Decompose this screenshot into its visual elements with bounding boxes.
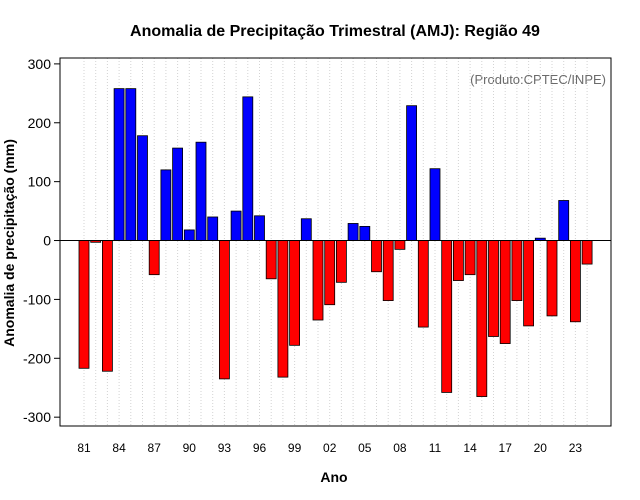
bar-2018: [511, 240, 523, 301]
bar-2016: [488, 240, 499, 337]
bar-1985: [125, 88, 137, 241]
x-tick-label: 99: [288, 441, 302, 455]
bar-1988: [160, 169, 172, 241]
y-tick-label: 200: [28, 115, 52, 131]
x-tick-label: 90: [183, 441, 197, 455]
bar-2006: [371, 240, 382, 273]
bar-1999: [289, 240, 301, 346]
x-tick-label: 93: [218, 441, 232, 455]
bar-1987: [148, 240, 160, 276]
y-tick-label: 0: [43, 233, 51, 249]
x-tick-label: 08: [393, 441, 407, 455]
x-tick-label: 11: [429, 441, 442, 455]
bar-2003: [335, 240, 347, 283]
bar-2021: [546, 240, 558, 317]
x-tick-label: 84: [112, 441, 126, 455]
x-tick-label: 20: [534, 441, 548, 455]
bar-2008: [394, 240, 406, 250]
y-tick-label: -300: [23, 409, 51, 425]
bar-1983: [102, 240, 113, 372]
bar-1993: [218, 240, 230, 380]
chart-credit: (Produto:CPTEC/INPE): [470, 72, 606, 87]
bar-2024: [581, 240, 593, 265]
y-tick-label: -100: [23, 291, 51, 307]
x-tick-label: 81: [77, 441, 91, 455]
bar-2011: [429, 168, 441, 241]
bar-1981: [78, 240, 90, 369]
plot-frame: [59, 57, 612, 427]
bar-1989: [172, 147, 184, 241]
bar-1995: [242, 96, 254, 241]
bar-2000: [300, 218, 312, 241]
y-tick-label: 100: [28, 174, 52, 190]
bar-1996: [254, 215, 265, 241]
bar-2001: [312, 240, 324, 321]
bar-2002: [324, 240, 336, 306]
bar-2007: [382, 240, 394, 301]
bar-1997: [265, 240, 277, 280]
bar-1991: [195, 141, 207, 241]
bar-1994: [230, 210, 242, 241]
bar-2017: [499, 240, 511, 344]
y-axis-label: Anomalia de precipitação (mm): [1, 139, 17, 347]
bar-2019: [523, 240, 534, 327]
x-tick-label: 23: [569, 441, 583, 455]
y-tick-label: -200: [23, 350, 51, 366]
x-tick-label: 17: [499, 441, 513, 455]
bar-1986: [137, 135, 148, 241]
bar-2005: [359, 225, 371, 241]
bar-2022: [558, 200, 570, 241]
x-tick-label: 96: [253, 441, 267, 455]
x-tick-label: 87: [148, 441, 162, 455]
bar-2004: [347, 223, 359, 241]
bar-2009: [406, 105, 418, 241]
bar-2014: [464, 240, 476, 276]
bar-2010: [417, 240, 429, 328]
bar-2023: [570, 240, 581, 323]
bar-1992: [207, 216, 219, 241]
bar-2015: [476, 240, 488, 397]
bar-2012: [441, 240, 453, 393]
x-tick-label: 14: [463, 441, 477, 455]
bar-1984: [113, 88, 125, 241]
x-tick-label: 05: [358, 441, 372, 455]
chart-title: Anomalia de Precipitação Trimestral (AMJ…: [130, 23, 540, 40]
x-axis-label: Ano: [320, 469, 347, 485]
bar-1998: [277, 240, 289, 378]
x-tick-label: 02: [323, 441, 337, 455]
y-tick-label: 300: [28, 56, 52, 72]
bar-1990: [183, 229, 195, 241]
bar-2013: [452, 240, 464, 281]
